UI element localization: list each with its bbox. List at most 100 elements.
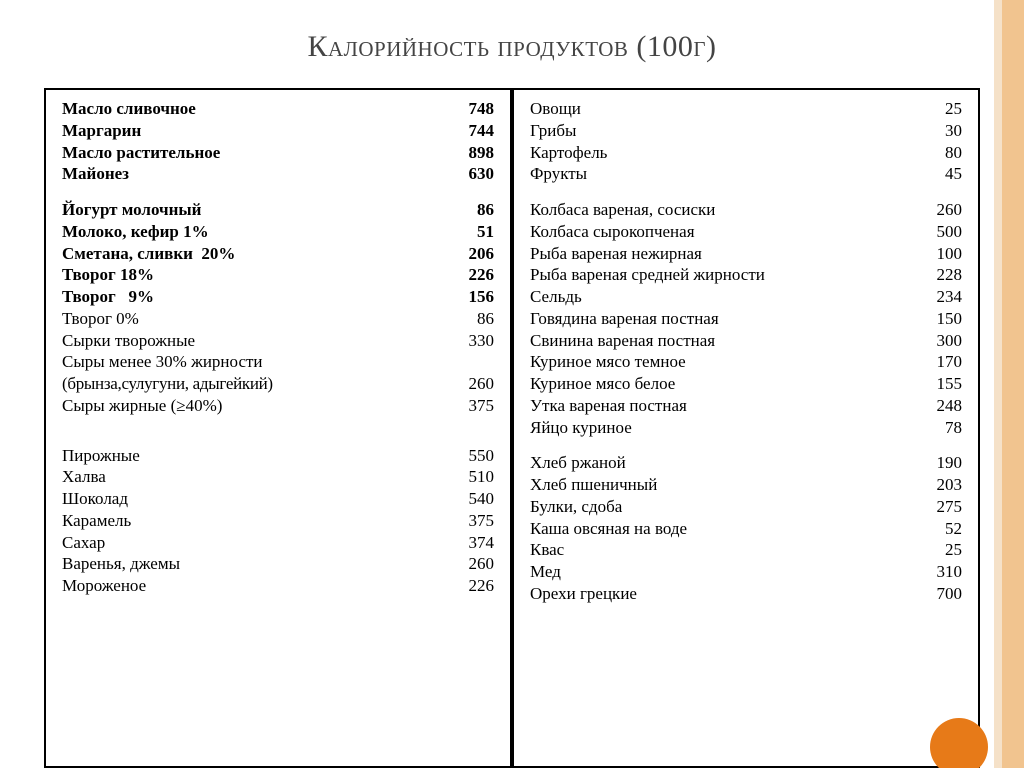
product-name: Булки, сдоба: [530, 496, 622, 518]
product-name: Сыры менее 30% жирности: [62, 351, 263, 373]
calorie-value: 226: [440, 264, 498, 286]
product-name: Творог 18%: [62, 264, 154, 286]
product-name: Орехи грецкие: [530, 583, 637, 605]
product-name: Сахар: [62, 532, 105, 554]
calorie-value: 170: [908, 351, 966, 373]
table-row: Сельдь 234: [530, 286, 966, 308]
product-name: Хлеб пшеничный: [530, 474, 657, 496]
product-name: Шоколад: [62, 488, 128, 510]
product-name: Масло сливочное: [62, 98, 196, 120]
table-row: Молоко, кефир 1% 51: [62, 221, 498, 243]
product-name: Свинина вареная постная: [530, 330, 715, 352]
calorie-value: 80: [908, 142, 966, 164]
table-row: Орехи грецкие 700: [530, 583, 966, 605]
table-row: Мед 310: [530, 561, 966, 583]
product-name: Рыба вареная средней жирности: [530, 264, 765, 286]
calorie-value: 78: [908, 417, 966, 439]
calorie-value: 25: [908, 98, 966, 120]
table-row: Йогурт молочный 86: [62, 199, 498, 221]
calorie-value: 700: [908, 583, 966, 605]
calorie-value: 30: [908, 120, 966, 142]
product-name: Йогурт молочный: [62, 199, 201, 221]
calorie-value: 86: [440, 199, 498, 221]
product-name: Карамель: [62, 510, 131, 532]
table-row: Пирожные550: [62, 445, 498, 467]
calorie-value: 234: [908, 286, 966, 308]
product-name: Сельдь: [530, 286, 582, 308]
product-name: Мед: [530, 561, 561, 583]
product-name: Халва: [62, 466, 106, 488]
calorie-value: 150: [908, 308, 966, 330]
product-name: Колбаса сырокопченая: [530, 221, 695, 243]
product-name: Картофель: [530, 142, 607, 164]
table-row: Куриное мясо темное 170: [530, 351, 966, 373]
calorie-value: 155: [908, 373, 966, 395]
table-row: Карамель375: [62, 510, 498, 532]
calorie-value: 203: [908, 474, 966, 496]
product-name: Творог 9%: [62, 286, 154, 308]
product-name: Рыба вареная нежирная: [530, 243, 702, 265]
product-name: Фрукты: [530, 163, 587, 185]
calorie-value: 25: [908, 539, 966, 561]
product-name: Хлеб ржаной: [530, 452, 626, 474]
calorie-value: 100: [908, 243, 966, 265]
calorie-value: 206: [440, 243, 498, 265]
table-row: [530, 185, 966, 199]
product-name: Сметана, сливки 20%: [62, 243, 235, 265]
calorie-value: 260: [440, 373, 498, 395]
calorie-value: 86: [440, 308, 498, 330]
table-row: Картофель 80: [530, 142, 966, 164]
table-row: Майонез 630: [62, 163, 498, 185]
product-name: Говядина вареная постная: [530, 308, 719, 330]
table-row: Каша овсяная на воде52: [530, 518, 966, 540]
product-name: Сырки творожные: [62, 330, 195, 352]
table-row: [62, 185, 498, 199]
left-column: Масло сливочное748Маргарин744Масло расти…: [46, 90, 514, 766]
table-row: Масло растительное898: [62, 142, 498, 164]
table-row: Утка вареная постная 248: [530, 395, 966, 417]
table-row: Хлеб пшеничный 203: [530, 474, 966, 496]
product-name: Молоко, кефир 1%: [62, 221, 209, 243]
calorie-value: 310: [908, 561, 966, 583]
product-name: Грибы: [530, 120, 576, 142]
table-row: Мороженое 226: [62, 575, 498, 597]
calorie-value: 540: [440, 488, 498, 510]
product-name: (брынза,сулугуни, адыгейкий): [62, 373, 273, 395]
table-row: Булки, сдоба 275: [530, 496, 966, 518]
calorie-value: 51: [440, 221, 498, 243]
table-row: Фрукты 45: [530, 163, 966, 185]
product-name: Утка вареная постная: [530, 395, 687, 417]
page-title: Калорийность продуктов (100г): [0, 20, 1024, 68]
right-column: Овощи25Грибы 30 Картофель 80 Фрукты 45 Колбаса…: [514, 90, 978, 766]
product-name: Яйцо куриное: [530, 417, 632, 439]
product-name: Пирожные: [62, 445, 140, 467]
calorie-value: 375: [440, 395, 498, 417]
table-row: Варенья, джемы260: [62, 553, 498, 575]
product-name: Куриное мясо темное: [530, 351, 686, 373]
calorie-value: 260: [440, 553, 498, 575]
product-name: Куриное мясо белое: [530, 373, 675, 395]
calorie-value: 500: [908, 221, 966, 243]
table-row: Хлеб ржаной190: [530, 452, 966, 474]
calorie-value: 260: [908, 199, 966, 221]
product-name: Колбаса вареная, сосиски: [530, 199, 715, 221]
product-name: Майонез: [62, 163, 129, 185]
table-row: Колбаса вареная, сосиски 260: [530, 199, 966, 221]
table-row: Куриное мясо белое 155: [530, 373, 966, 395]
calorie-value: 156: [440, 286, 498, 308]
table-row: Сыры менее 30% жирности: [62, 351, 498, 373]
calorie-value: 226: [440, 575, 498, 597]
calorie-value: 744: [440, 120, 498, 142]
table-row: Грибы 30: [530, 120, 966, 142]
calorie-value: 630: [440, 163, 498, 185]
calorie-value: 45: [908, 163, 966, 185]
calorie-value: 510: [440, 466, 498, 488]
product-name: Мороженое: [62, 575, 146, 597]
table-row: Рыба вареная средней жирности228: [530, 264, 966, 286]
calorie-value: 248: [908, 395, 966, 417]
table-row: Квас25: [530, 539, 966, 561]
table-row: Овощи25: [530, 98, 966, 120]
table-row: Шоколад 540: [62, 488, 498, 510]
table-row: Сахар374: [62, 532, 498, 554]
calorie-value: 275: [908, 496, 966, 518]
